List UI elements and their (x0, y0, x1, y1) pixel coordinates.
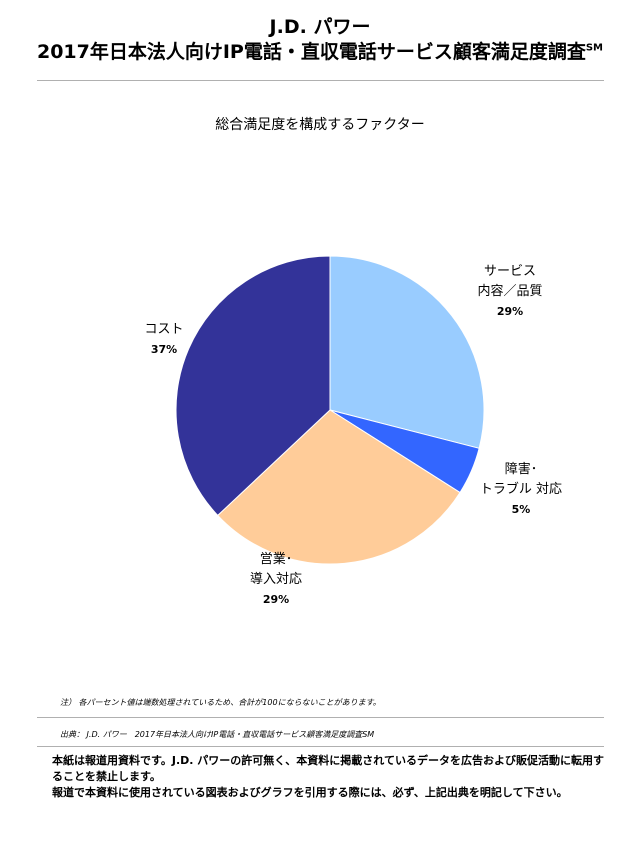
source-note: 出典： J.D. パワー 2017年日本法人向けIP電話・直収電話サービス顧客満… (60, 730, 375, 739)
slice-label-sales-line2: 導入対応 (249, 572, 302, 587)
pie-slice-cost (175, 255, 331, 517)
source-divider (37, 746, 604, 747)
slice-label-cost: コスト 37% (134, 320, 194, 360)
press-footer: 本紙は報道用資料です。J.D. パワーの許可無く、本資料に掲載されているデータを… (52, 753, 608, 801)
chart-title: 総合満足度を構成するファクター (215, 117, 425, 133)
footer-line-2: 報道で本資料に使用されている図表およびグラフを引用する際には、必ず、上記出典を明… (52, 786, 568, 799)
slice-label-trouble-line2: トラブル 対応 (479, 482, 563, 497)
footer-line-1: 本紙は報道用資料です。J.D. パワーの許可無く、本資料に掲載されているデータを… (52, 754, 604, 783)
report-title-survey: 2017年日本法人向けIP電話・直収電話サービス顧客満足度調査SM (0, 37, 640, 64)
report-title-survey-text: 2017年日本法人向けIP電話・直収電話サービス顧客満足度調査 (36, 41, 586, 63)
rounding-note: 注） 各パーセント値は端数処理されているため、合計が100にならないことがありま… (60, 698, 381, 707)
slice-label-cost-line1: コスト (144, 322, 184, 337)
slice-pct-trouble: 5% (511, 503, 531, 516)
note-divider (37, 717, 604, 718)
slice-label-trouble-line1: 障害･ (504, 462, 538, 477)
slice-pct-service: 29% (496, 305, 524, 318)
service-mark: SM (585, 42, 604, 54)
slice-label-service: サービス 内容／品質 29% (455, 262, 565, 322)
slice-label-sales-line1: 営業･ (259, 552, 293, 567)
slice-label-service-line1: サービス (483, 264, 536, 279)
slice-label-trouble: 障害･ トラブル 対応 5% (466, 460, 576, 520)
slice-pct-sales: 29% (262, 593, 290, 606)
slice-label-sales: 営業･ 導入対応 29% (226, 550, 326, 610)
slice-label-service-line2: 内容／品質 (477, 284, 543, 299)
report-title-brand: J.D. パワー (269, 16, 371, 38)
header-divider (37, 80, 604, 81)
slice-pct-cost: 37% (150, 343, 178, 356)
pie-slice-service (329, 255, 485, 449)
pie-slice-sales (217, 409, 461, 565)
